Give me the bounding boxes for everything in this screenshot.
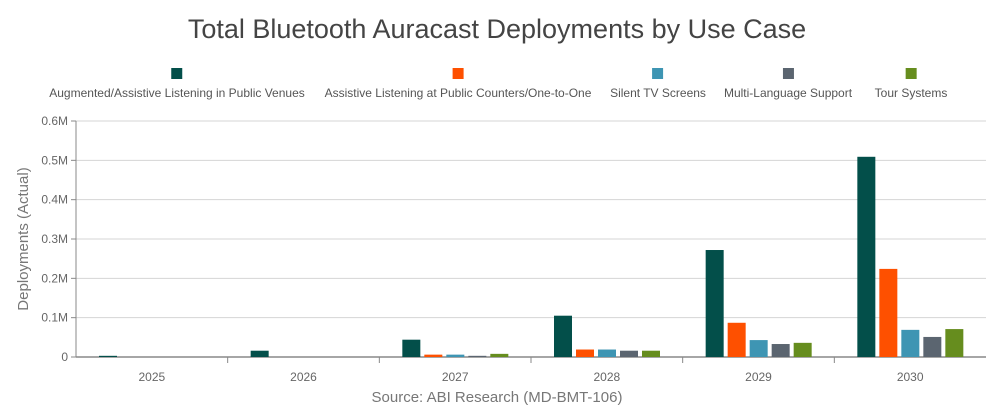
x-tick-label: 2029 (745, 370, 772, 384)
legend-item[interactable]: Tour Systems (874, 68, 948, 100)
legend-item[interactable]: Augmented/Assistive Listening in Public … (49, 68, 305, 100)
bar (727, 322, 746, 357)
bar (554, 315, 572, 357)
legend-swatch (782, 68, 794, 79)
bar (598, 349, 616, 357)
bar (793, 342, 812, 357)
legend-swatch (905, 68, 917, 79)
bar (879, 268, 898, 357)
x-tick-label: 2030 (897, 370, 924, 384)
y-tick-label: 0.4M (41, 193, 68, 207)
bar (424, 354, 443, 357)
bar (749, 340, 768, 357)
bar (99, 355, 117, 357)
y-tick-label: 0.6M (41, 114, 68, 128)
y-tick-label: 0.1M (41, 311, 68, 325)
bar (857, 156, 876, 357)
legend-swatch (652, 68, 664, 79)
bar (945, 329, 964, 357)
legend-label: Multi-Language Support (723, 86, 853, 100)
legend-item[interactable]: Multi-Language Support (724, 68, 852, 100)
legend-swatch (171, 68, 183, 79)
x-tick-label: 2026 (290, 370, 317, 384)
source-note: Source: ABI Research (MD-BMT-106) (371, 389, 623, 406)
y-tick-label: 0 (61, 350, 68, 364)
bar (490, 353, 509, 357)
chart-title: Total Bluetooth Auracast Deployments by … (187, 14, 807, 44)
legend-label: Augmented/Assistive Listening in Public … (49, 86, 305, 100)
legend-item[interactable]: Assistive Listening at Public Counters/O… (324, 68, 592, 100)
legend-label: Assistive Listening at Public Counters/O… (324, 86, 592, 100)
y-tick-label: 0.5M (41, 153, 68, 167)
legend-label: Tour Systems (874, 86, 948, 100)
x-tick-label: 2028 (593, 370, 620, 384)
bar (771, 344, 790, 357)
bar (402, 339, 421, 357)
x-tick-label: 2027 (442, 370, 469, 384)
y-tick-label: 0.2M (41, 271, 68, 285)
legend-label: Silent TV Screens (610, 86, 706, 100)
bar (923, 336, 942, 357)
legend-swatch (452, 68, 464, 79)
bar (576, 349, 594, 357)
bar (642, 350, 660, 357)
bar (620, 350, 638, 357)
bar (250, 350, 269, 357)
bar (446, 354, 465, 357)
y-axis-label: Deployments (Actual) (15, 167, 32, 310)
bar (468, 355, 487, 357)
bar (901, 329, 920, 357)
y-tick-label: 0.3M (41, 232, 68, 246)
bar (705, 250, 724, 357)
x-tick-label: 2025 (138, 370, 165, 384)
legend-item[interactable]: Silent TV Screens (610, 68, 706, 100)
